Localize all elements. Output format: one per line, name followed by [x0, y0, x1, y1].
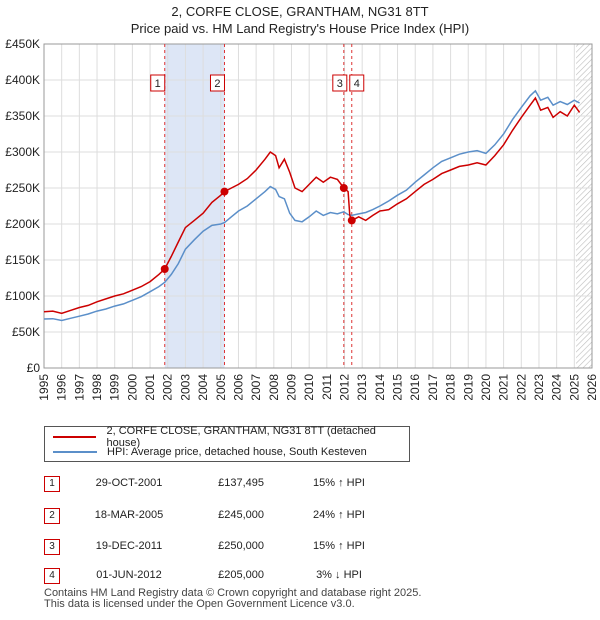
shaded-region [164, 44, 225, 368]
transaction-date: 18-MAR-2005 [94, 509, 164, 521]
transaction-hpi: 24% ↑ HPI [313, 509, 365, 521]
legend: 2, CORFE CLOSE, GRANTHAM, NG31 8TT (deta… [44, 425, 410, 462]
y-tick-label: £0 [27, 361, 41, 375]
x-tick-label: 2006 [231, 374, 245, 400]
sale-label-text: 3 [337, 78, 343, 90]
sale-point [347, 216, 356, 225]
sale-label-box [332, 74, 348, 92]
footer-copyright: Contains HM Land Registry data © Crown c… [44, 587, 422, 599]
y-tick-label: £200K [5, 217, 40, 231]
x-tick-label: 1998 [90, 374, 104, 400]
x-tick-label: 1999 [108, 374, 122, 400]
sale-point [220, 187, 229, 196]
x-tick-label: 2011 [320, 374, 334, 400]
transaction-price: £205,000 [218, 569, 264, 581]
transaction-date: 01-JUN-2012 [96, 569, 162, 581]
y-tick-label: £50K [12, 325, 40, 339]
y-tick-label: £350K [5, 109, 40, 123]
transaction-row: 3 19-DEC-2011 £250,000 15% ↑ HPI [44, 539, 424, 557]
x-tick-label: 2009 [284, 374, 298, 400]
footer-license: This data is licensed under the Open Gov… [44, 598, 355, 610]
x-tick-label: 2002 [161, 374, 175, 400]
transaction-date: 29-OCT-2001 [95, 477, 163, 489]
sale-label-text: 1 [155, 78, 161, 90]
x-tick-label: 2008 [267, 374, 281, 400]
sale-label-box [209, 74, 225, 92]
x-tick-label: 2003 [178, 374, 192, 400]
x-tick-label: 1995 [37, 374, 51, 400]
x-tick-label: 2026 [585, 374, 599, 400]
plot-area [44, 44, 592, 368]
sale-label-text: 4 [354, 78, 360, 90]
x-tick-label: 2018 [444, 374, 458, 400]
forecast-region [576, 44, 592, 368]
footer: Contains HM Land Registry data © Crown c… [44, 588, 421, 610]
transaction-row: 2 18-MAR-2005 £245,000 24% ↑ HPI [44, 508, 424, 526]
x-tick-label: 2014 [373, 374, 387, 400]
transaction-row: 1 29-OCT-2001 £137,495 15% ↑ HPI [44, 476, 424, 494]
x-tick-label: 2017 [426, 374, 440, 400]
transaction-date: 19-DEC-2011 [95, 540, 163, 552]
price-chart: £0 £50K £100K £150K £200K £250K £300K £350K £400… [5, 37, 599, 400]
transaction-number: 1 [44, 476, 60, 492]
series-line-hpi [43, 89, 580, 322]
x-tick-label: 2024 [550, 374, 564, 400]
y-tick-label: £400K [5, 73, 40, 87]
x-tick-label: 2001 [143, 374, 157, 400]
transaction-price: £245,000 [218, 509, 264, 521]
transaction-number: 3 [44, 539, 60, 555]
y-tick-label: £300K [5, 145, 40, 159]
transaction-row: 4 01-JUN-2012 £205,000 3% ↓ HPI [44, 568, 424, 586]
x-tick-label: 2023 [532, 374, 546, 400]
legend-label-property: 2, CORFE CLOSE, GRANTHAM, NG31 8TT (deta… [106, 425, 376, 449]
chart-subtitle: Price paid vs. HM Land Registry's House … [130, 21, 470, 36]
x-tick-label: 2015 [391, 374, 405, 400]
legend-label-hpi: HPI: Average price, detached house, Sout… [107, 446, 367, 458]
x-tick-label: 2025 [567, 374, 581, 400]
x-tick-label: 2019 [461, 374, 475, 400]
plot-frame [43, 43, 593, 369]
transaction-hpi: 15% ↑ HPI [313, 477, 365, 489]
y-tick-label: £450K [5, 37, 40, 51]
x-tick-label: 2021 [497, 374, 511, 400]
x-tick-label: 2000 [125, 374, 139, 400]
transaction-hpi: 3% ↓ HPI [316, 569, 362, 581]
transaction-hpi: 15% ↑ HPI [313, 540, 365, 552]
chart-title: 2, CORFE CLOSE, GRANTHAM, NG31 8TT [171, 4, 429, 19]
transaction-number: 2 [44, 508, 60, 524]
legend-swatch-hpi [53, 451, 97, 453]
sale-point [160, 265, 169, 274]
y-tick-label: £150K [5, 253, 40, 267]
x-tick-label: 2022 [514, 374, 528, 400]
x-tick-label: 1997 [72, 374, 86, 400]
y-tick-label: £100K [5, 289, 40, 303]
x-tick-label: 2012 [338, 374, 352, 400]
series-line-property [43, 96, 581, 315]
sale-point [339, 184, 348, 192]
transaction-price: £137,495 [218, 477, 264, 489]
sale-label-box [150, 74, 166, 92]
x-tick-label: 2020 [479, 374, 493, 400]
transaction-number: 4 [44, 568, 60, 584]
legend-item-hpi: HPI: Average price, detached house, Sout… [53, 445, 367, 459]
legend-item-property: 2, CORFE CLOSE, GRANTHAM, NG31 8TT (deta… [53, 425, 409, 449]
x-tick-label: 1996 [55, 374, 69, 400]
x-tick-label: 2004 [196, 374, 210, 400]
x-tick-label: 2010 [302, 374, 316, 400]
y-tick-label: £250K [5, 181, 40, 195]
x-tick-label: 2007 [249, 374, 263, 400]
x-tick-label: 2013 [355, 374, 369, 400]
sale-label-box [349, 74, 365, 92]
transaction-price: £250,000 [218, 540, 264, 552]
x-tick-label: 2005 [214, 374, 228, 400]
sale-label-text: 2 [214, 78, 220, 90]
x-tick-label: 2016 [408, 374, 422, 400]
legend-swatch-property [53, 436, 97, 438]
